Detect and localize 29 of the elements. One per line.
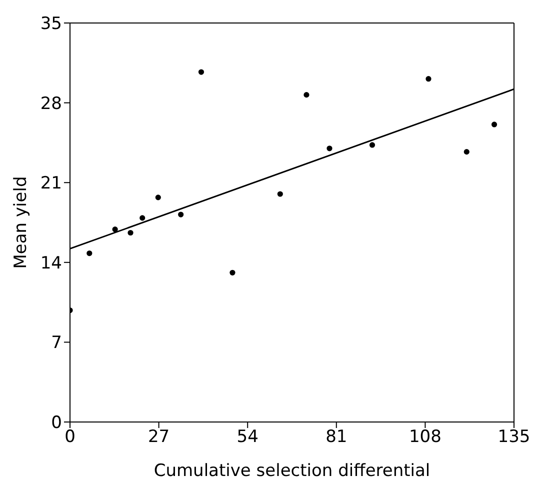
x-tick-label: 81 <box>326 427 348 448</box>
y-tick-label: 14 <box>40 253 62 274</box>
y-tick-label: 21 <box>40 174 62 194</box>
point <box>464 149 470 155</box>
y-axis-title: Mean yield <box>11 176 32 269</box>
x-axis-title: Cumulative selection differential <box>154 461 430 481</box>
x-tick-label: 54 <box>236 427 258 448</box>
point <box>369 142 376 148</box>
point <box>491 122 498 128</box>
x-tick-label: 135 <box>498 427 530 448</box>
point <box>155 194 161 200</box>
point <box>86 250 92 256</box>
x-tick-label: 108 <box>408 427 442 448</box>
point <box>326 146 332 152</box>
point <box>128 230 134 236</box>
y-tick-label: 35 <box>40 14 62 34</box>
y-tick-label: 28 <box>40 94 62 114</box>
point <box>178 212 184 218</box>
y-tick-label: 0 <box>51 413 62 434</box>
point <box>112 226 118 232</box>
point <box>198 69 204 75</box>
x-tick-label: 27 <box>148 427 170 448</box>
x-tick-label: 0 <box>64 427 76 448</box>
point <box>277 191 283 197</box>
y-tick-label: 7 <box>51 333 62 354</box>
point <box>426 76 432 82</box>
point <box>140 215 146 221</box>
point <box>230 270 236 276</box>
point <box>304 92 310 98</box>
